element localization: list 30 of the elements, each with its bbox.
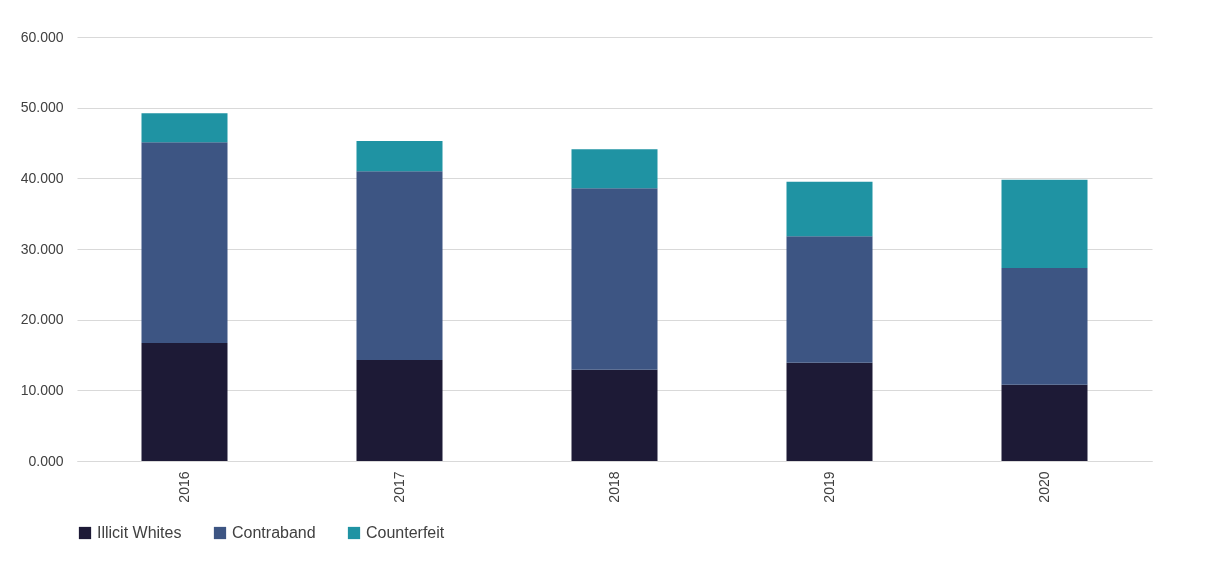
x-tick-label: 2018: [605, 471, 622, 503]
x-tick-label: 2020: [1035, 471, 1052, 503]
x-tick-label: 2019: [820, 471, 837, 503]
legend-label: Counterfeit: [366, 524, 445, 541]
bar: [571, 149, 658, 189]
bar: [141, 142, 228, 343]
bar: [356, 171, 443, 360]
bar: [786, 362, 873, 461]
y-tick-label: 10.000: [20, 381, 64, 398]
y-tick-label: 0.000: [28, 452, 64, 469]
bar: [571, 188, 658, 370]
legend-label: Contraband: [232, 524, 316, 541]
x-tick-label: 2017: [390, 471, 407, 503]
bar: [356, 359, 443, 461]
y-tick-label: 60.000: [20, 28, 64, 45]
x-tick-label: 2016: [175, 471, 192, 503]
bar: [571, 369, 658, 461]
y-tick-label: 40.000: [20, 169, 64, 186]
y-tick-label: 20.000: [20, 311, 64, 328]
bar: [356, 140, 443, 172]
bar: [1001, 179, 1088, 269]
y-tick-label: 50.000: [20, 99, 64, 116]
bar: [786, 236, 873, 363]
bar: [141, 342, 228, 461]
bar: [1001, 268, 1088, 385]
bar: [786, 181, 873, 237]
y-tick-label: 30.000: [20, 240, 64, 257]
bar: [1001, 384, 1088, 461]
legend-label: Illicit Whites: [97, 524, 182, 541]
bar: [141, 113, 228, 143]
